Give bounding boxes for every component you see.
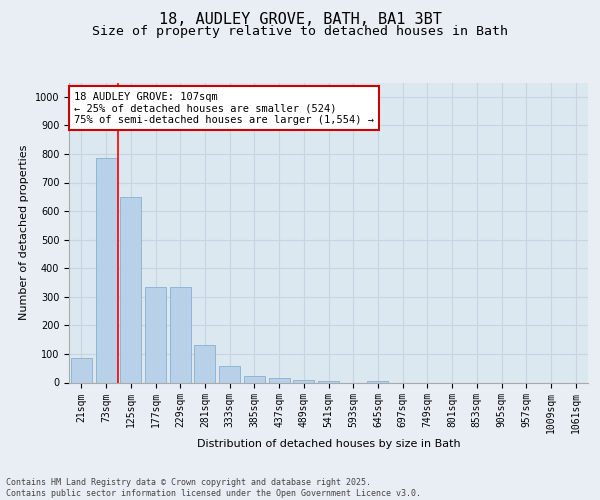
Bar	[318, 381, 339, 382]
Bar	[269, 378, 290, 382]
Text: Size of property relative to detached houses in Bath: Size of property relative to detached ho…	[92, 25, 508, 38]
Y-axis label: Number of detached properties: Number of detached properties	[19, 145, 29, 320]
Bar	[219, 366, 240, 382]
Bar	[145, 287, 166, 382]
Bar	[244, 376, 265, 382]
Text: 18, AUDLEY GROVE, BATH, BA1 3BT: 18, AUDLEY GROVE, BATH, BA1 3BT	[158, 12, 442, 28]
Text: 18 AUDLEY GROVE: 107sqm
← 25% of detached houses are smaller (524)
75% of semi-d: 18 AUDLEY GROVE: 107sqm ← 25% of detache…	[74, 92, 374, 124]
X-axis label: Distribution of detached houses by size in Bath: Distribution of detached houses by size …	[197, 439, 460, 449]
Bar	[71, 358, 92, 382]
Bar	[95, 158, 116, 382]
Text: Contains HM Land Registry data © Crown copyright and database right 2025.
Contai: Contains HM Land Registry data © Crown c…	[6, 478, 421, 498]
Bar	[194, 344, 215, 383]
Bar	[293, 380, 314, 382]
Bar	[120, 198, 141, 382]
Bar	[170, 287, 191, 382]
Bar	[367, 381, 388, 382]
